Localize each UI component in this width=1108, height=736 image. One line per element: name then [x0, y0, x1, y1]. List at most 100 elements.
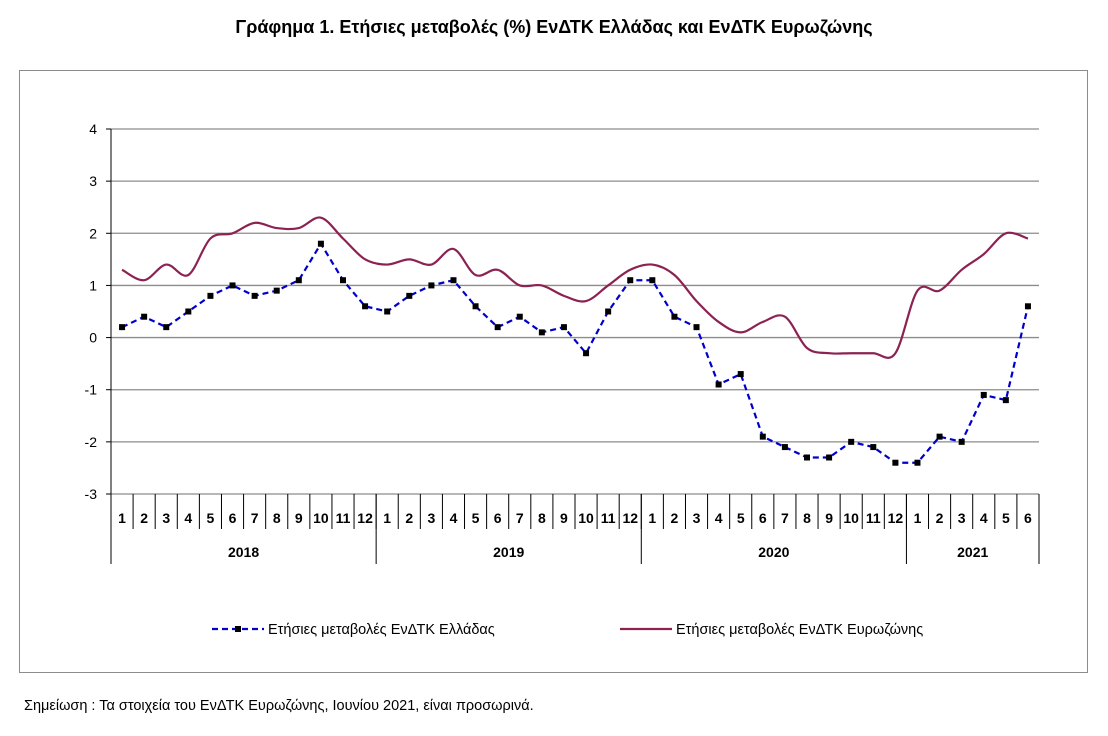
data-point-marker	[936, 433, 943, 440]
month-label: 2	[140, 510, 148, 526]
data-point-marker	[362, 303, 369, 310]
data-point-marker	[119, 324, 126, 331]
year-label: 2019	[493, 544, 524, 560]
month-label: 5	[1002, 510, 1010, 526]
month-label: 11	[866, 510, 881, 526]
month-label: 12	[357, 510, 373, 526]
gridlines	[111, 128, 1039, 495]
month-label: 8	[538, 510, 546, 526]
data-point-marker	[538, 329, 545, 336]
data-point-marker	[781, 444, 788, 451]
data-point-marker	[826, 454, 833, 461]
data-point-marker	[759, 433, 766, 440]
data-point-marker	[384, 308, 391, 315]
month-label: 5	[207, 510, 215, 526]
month-label: 6	[759, 510, 767, 526]
month-label: 3	[958, 510, 966, 526]
month-label: 1	[914, 510, 922, 526]
data-point-marker	[848, 438, 855, 445]
month-label: 6	[1024, 510, 1032, 526]
data-point-marker	[273, 287, 280, 294]
month-label: 4	[980, 510, 988, 526]
y-tick-label: -1	[85, 382, 98, 398]
data-point-marker	[450, 277, 457, 284]
data-point-marker	[560, 324, 567, 331]
data-point-marker	[207, 292, 214, 299]
month-label: 4	[715, 510, 723, 526]
data-point-marker	[649, 277, 656, 284]
data-point-marker	[892, 459, 899, 466]
legend-marker-greece	[235, 626, 241, 632]
series-line-eurozone	[121, 216, 1029, 359]
data-point-marker	[693, 324, 700, 331]
month-label: 9	[560, 510, 568, 526]
y-tick-label: 1	[89, 277, 97, 293]
month-label: 12	[888, 510, 904, 526]
axes	[106, 128, 1040, 564]
month-label: 2	[671, 510, 679, 526]
month-label: 2	[405, 510, 413, 526]
month-label: 10	[313, 510, 329, 526]
data-point-marker	[1024, 303, 1031, 310]
y-tick-labels: 4 3 2 1 0 -1 -2 -3	[85, 121, 98, 502]
data-point-marker	[317, 240, 324, 247]
month-label: 10	[578, 510, 594, 526]
month-label: 12	[622, 510, 638, 526]
data-point-marker	[516, 313, 523, 320]
month-label: 5	[472, 510, 480, 526]
chart-title: Γράφημα 1. Ετήσιες μεταβολές (%) ΕνΔΤΚ Ε…	[235, 17, 873, 37]
data-point-marker	[340, 277, 346, 284]
month-label: 6	[494, 510, 502, 526]
year-label: 2021	[957, 544, 988, 560]
data-point-marker	[163, 324, 170, 331]
data-point-marker	[406, 292, 413, 299]
year-label: 2020	[758, 544, 789, 560]
month-label: 9	[295, 510, 303, 526]
month-label: 11	[601, 510, 616, 526]
month-label: 7	[251, 510, 259, 526]
series-lines	[119, 216, 1031, 466]
data-point-marker	[980, 391, 987, 398]
y-tick-label: 0	[89, 330, 97, 346]
data-point-marker	[472, 303, 479, 310]
data-point-marker	[804, 454, 810, 461]
data-point-marker	[605, 308, 612, 315]
data-point-marker	[583, 350, 590, 357]
legend: Ετήσιες μεταβολές ΕνΔΤΚ Ελλάδας Ετήσιες μ…	[212, 622, 923, 638]
month-label: 4	[184, 510, 192, 526]
month-label: 3	[162, 510, 170, 526]
data-point-marker	[251, 292, 258, 299]
month-label: 1	[118, 510, 126, 526]
month-label: 7	[781, 510, 789, 526]
footnote: Σημείωση : Τα στοιχεία του ΕνΔΤΚ Ευρωζών…	[24, 698, 534, 714]
month-label: 11	[336, 510, 351, 526]
month-label: 10	[843, 510, 859, 526]
month-label: 3	[427, 510, 435, 526]
data-point-marker	[141, 313, 148, 320]
y-tick-label: -3	[85, 486, 98, 502]
data-point-marker	[494, 324, 501, 331]
data-point-marker	[914, 459, 921, 466]
month-label: 3	[693, 510, 701, 526]
data-point-marker	[428, 282, 435, 289]
month-label: 2	[936, 510, 944, 526]
month-label: 5	[737, 510, 745, 526]
chart-frame: 4 3 2 1 0 -1 -2 -3 2018 2019 2020 2021 1 2 3 4 5 6 7 8 9 10 1…	[19, 70, 1088, 673]
data-point-marker	[715, 381, 722, 388]
legend-label-eurozone: Ετήσιες μεταβολές ΕνΔΤΚ Ευρωζώνης	[676, 622, 923, 638]
y-tick-label: -2	[85, 434, 98, 450]
series-line-greece	[121, 241, 1030, 464]
month-label: 1	[383, 510, 391, 526]
data-point-marker	[627, 277, 634, 284]
legend-label-greece: Ετήσιες μεταβολές ΕνΔΤΚ Ελλάδας	[268, 622, 495, 638]
month-label: 8	[273, 510, 281, 526]
month-label: 1	[648, 510, 656, 526]
data-point-marker	[671, 313, 678, 320]
month-label: 9	[825, 510, 833, 526]
y-tick-label: 3	[89, 173, 97, 189]
data-point-marker	[958, 438, 965, 445]
data-point-marker	[295, 277, 302, 284]
y-tick-label: 2	[89, 225, 97, 241]
